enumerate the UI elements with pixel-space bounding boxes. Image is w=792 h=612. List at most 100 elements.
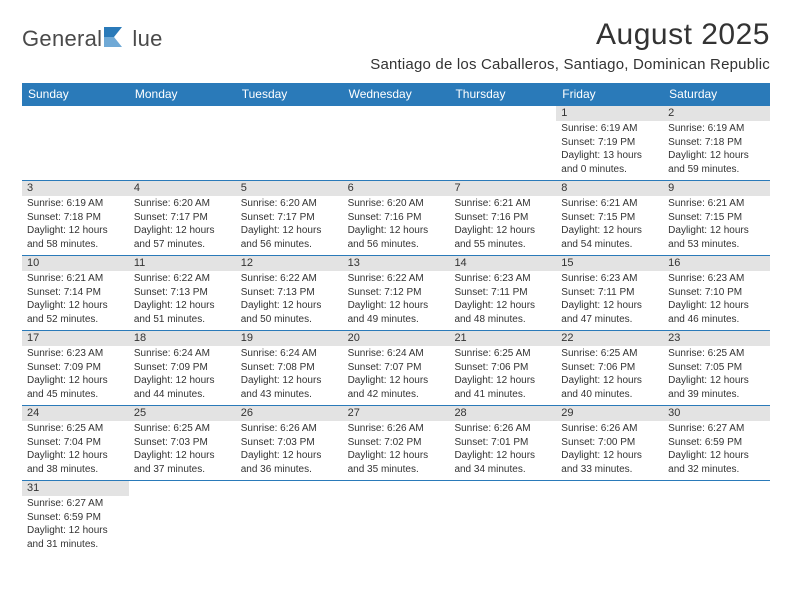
- daylight-line: Daylight: 12 hours and 53 minutes.: [668, 224, 765, 251]
- day-details: Sunrise: 6:24 AMSunset: 7:07 PMDaylight:…: [343, 346, 450, 405]
- day-details: Sunrise: 6:26 AMSunset: 7:03 PMDaylight:…: [236, 421, 343, 480]
- day-number: [22, 106, 129, 120]
- day-number: [663, 481, 770, 495]
- calendar-empty: [129, 106, 236, 180]
- day-number: 23: [663, 331, 770, 346]
- sunrise-line: Sunrise: 6:25 AM: [668, 347, 765, 361]
- day-number: 5: [236, 181, 343, 196]
- day-details: Sunrise: 6:22 AMSunset: 7:12 PMDaylight:…: [343, 271, 450, 330]
- sunset-line: Sunset: 7:00 PM: [561, 436, 658, 450]
- calendar-week: 17Sunrise: 6:23 AMSunset: 7:09 PMDayligh…: [22, 331, 770, 406]
- sunrise-line: Sunrise: 6:20 AM: [134, 197, 231, 211]
- sunrise-line: Sunrise: 6:23 AM: [27, 347, 124, 361]
- location-line: Santiago de los Caballeros, Santiago, Do…: [370, 56, 770, 73]
- daylight-line: Daylight: 12 hours and 58 minutes.: [27, 224, 124, 251]
- day-details: Sunrise: 6:26 AMSunset: 7:00 PMDaylight:…: [556, 421, 663, 480]
- sunset-line: Sunset: 7:18 PM: [27, 211, 124, 225]
- day-details: Sunrise: 6:23 AMSunset: 7:11 PMDaylight:…: [449, 271, 556, 330]
- daylight-line: Daylight: 12 hours and 56 minutes.: [348, 224, 445, 251]
- calendar-empty: [129, 481, 236, 555]
- day-number: [343, 481, 450, 495]
- sunset-line: Sunset: 7:11 PM: [454, 286, 551, 300]
- daylight-line: Daylight: 12 hours and 42 minutes.: [348, 374, 445, 401]
- day-number: [449, 481, 556, 495]
- day-number: [129, 106, 236, 120]
- day-details: Sunrise: 6:25 AMSunset: 7:05 PMDaylight:…: [663, 346, 770, 405]
- day-details: Sunrise: 6:22 AMSunset: 7:13 PMDaylight:…: [236, 271, 343, 330]
- calendar-week: 10Sunrise: 6:21 AMSunset: 7:14 PMDayligh…: [22, 256, 770, 331]
- calendar-day: 11Sunrise: 6:22 AMSunset: 7:13 PMDayligh…: [129, 256, 236, 330]
- day-details: Sunrise: 6:25 AMSunset: 7:04 PMDaylight:…: [22, 421, 129, 480]
- calendar-day: 7Sunrise: 6:21 AMSunset: 7:16 PMDaylight…: [449, 181, 556, 255]
- sunrise-line: Sunrise: 6:26 AM: [348, 422, 445, 436]
- calendar-day: 13Sunrise: 6:22 AMSunset: 7:12 PMDayligh…: [343, 256, 450, 330]
- calendar-day: 17Sunrise: 6:23 AMSunset: 7:09 PMDayligh…: [22, 331, 129, 405]
- sunset-line: Sunset: 7:09 PM: [134, 361, 231, 375]
- calendar-empty: [449, 106, 556, 180]
- daylight-line: Daylight: 12 hours and 47 minutes.: [561, 299, 658, 326]
- sunrise-line: Sunrise: 6:23 AM: [454, 272, 551, 286]
- day-number: 19: [236, 331, 343, 346]
- sunset-line: Sunset: 7:13 PM: [134, 286, 231, 300]
- sunset-line: Sunset: 7:18 PM: [668, 136, 765, 150]
- daylight-line: Daylight: 12 hours and 45 minutes.: [27, 374, 124, 401]
- sunset-line: Sunset: 7:12 PM: [348, 286, 445, 300]
- day-number: 29: [556, 406, 663, 421]
- sunrise-line: Sunrise: 6:22 AM: [348, 272, 445, 286]
- weekday-header: Thursday: [449, 83, 556, 106]
- sunrise-line: Sunrise: 6:25 AM: [27, 422, 124, 436]
- calendar-day: 9Sunrise: 6:21 AMSunset: 7:15 PMDaylight…: [663, 181, 770, 255]
- daylight-line: Daylight: 12 hours and 40 minutes.: [561, 374, 658, 401]
- day-details: Sunrise: 6:19 AMSunset: 7:18 PMDaylight:…: [663, 121, 770, 180]
- sunset-line: Sunset: 7:07 PM: [348, 361, 445, 375]
- daylight-line: Daylight: 12 hours and 57 minutes.: [134, 224, 231, 251]
- daylight-line: Daylight: 12 hours and 56 minutes.: [241, 224, 338, 251]
- daylight-line: Daylight: 12 hours and 48 minutes.: [454, 299, 551, 326]
- calendar-day: 4Sunrise: 6:20 AMSunset: 7:17 PMDaylight…: [129, 181, 236, 255]
- day-details: Sunrise: 6:27 AMSunset: 6:59 PMDaylight:…: [22, 496, 129, 555]
- sunset-line: Sunset: 7:10 PM: [668, 286, 765, 300]
- day-details: Sunrise: 6:23 AMSunset: 7:10 PMDaylight:…: [663, 271, 770, 330]
- sunrise-line: Sunrise: 6:24 AM: [348, 347, 445, 361]
- day-number: 6: [343, 181, 450, 196]
- sunrise-line: Sunrise: 6:26 AM: [454, 422, 551, 436]
- day-details: Sunrise: 6:21 AMSunset: 7:15 PMDaylight:…: [663, 196, 770, 255]
- calendar-day: 16Sunrise: 6:23 AMSunset: 7:10 PMDayligh…: [663, 256, 770, 330]
- calendar-day: 31Sunrise: 6:27 AMSunset: 6:59 PMDayligh…: [22, 481, 129, 555]
- sunset-line: Sunset: 7:19 PM: [561, 136, 658, 150]
- sunset-line: Sunset: 7:16 PM: [454, 211, 551, 225]
- sunrise-line: Sunrise: 6:21 AM: [668, 197, 765, 211]
- day-number: 9: [663, 181, 770, 196]
- daylight-line: Daylight: 12 hours and 55 minutes.: [454, 224, 551, 251]
- day-number: [236, 481, 343, 495]
- day-number: 22: [556, 331, 663, 346]
- page-header: General lue August 2025 Santiago de los …: [22, 18, 770, 73]
- sunrise-line: Sunrise: 6:25 AM: [134, 422, 231, 436]
- sunset-line: Sunset: 7:15 PM: [561, 211, 658, 225]
- day-details: Sunrise: 6:23 AMSunset: 7:09 PMDaylight:…: [22, 346, 129, 405]
- calendar-week: 1Sunrise: 6:19 AMSunset: 7:19 PMDaylight…: [22, 106, 770, 181]
- calendar-day: 27Sunrise: 6:26 AMSunset: 7:02 PMDayligh…: [343, 406, 450, 480]
- day-number: 25: [129, 406, 236, 421]
- day-details: Sunrise: 6:19 AMSunset: 7:18 PMDaylight:…: [22, 196, 129, 255]
- calendar-empty: [663, 481, 770, 555]
- day-details: Sunrise: 6:20 AMSunset: 7:17 PMDaylight:…: [236, 196, 343, 255]
- day-number: 2: [663, 106, 770, 121]
- calendar-empty: [556, 481, 663, 555]
- sunrise-line: Sunrise: 6:20 AM: [348, 197, 445, 211]
- flag-icon: [104, 27, 130, 52]
- logo-text-left: General: [22, 26, 102, 52]
- day-details: Sunrise: 6:24 AMSunset: 7:09 PMDaylight:…: [129, 346, 236, 405]
- day-details: Sunrise: 6:21 AMSunset: 7:15 PMDaylight:…: [556, 196, 663, 255]
- day-number: 16: [663, 256, 770, 271]
- sunrise-line: Sunrise: 6:24 AM: [241, 347, 338, 361]
- month-title: August 2025: [370, 18, 770, 52]
- calendar-grid: SundayMondayTuesdayWednesdayThursdayFrid…: [22, 83, 770, 555]
- sunset-line: Sunset: 7:02 PM: [348, 436, 445, 450]
- sunrise-line: Sunrise: 6:22 AM: [241, 272, 338, 286]
- sunrise-line: Sunrise: 6:21 AM: [27, 272, 124, 286]
- calendar-day: 29Sunrise: 6:26 AMSunset: 7:00 PMDayligh…: [556, 406, 663, 480]
- day-number: 26: [236, 406, 343, 421]
- calendar-day: 10Sunrise: 6:21 AMSunset: 7:14 PMDayligh…: [22, 256, 129, 330]
- calendar-day: 23Sunrise: 6:25 AMSunset: 7:05 PMDayligh…: [663, 331, 770, 405]
